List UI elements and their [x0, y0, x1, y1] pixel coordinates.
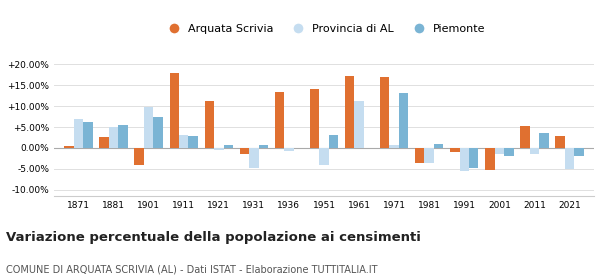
- Bar: [310, 89, 319, 148]
- Bar: [460, 148, 469, 171]
- Bar: [239, 148, 249, 154]
- Bar: [249, 148, 259, 168]
- Bar: [504, 148, 514, 156]
- Bar: [574, 148, 584, 156]
- Bar: [214, 148, 224, 150]
- Legend: Arquata Scrivia, Provincia di AL, Piemonte: Arquata Scrivia, Provincia di AL, Piemon…: [158, 20, 490, 38]
- Bar: [355, 101, 364, 148]
- Bar: [188, 136, 198, 148]
- Bar: [224, 145, 233, 148]
- Bar: [494, 148, 504, 154]
- Bar: [539, 133, 548, 148]
- Text: COMUNE DI ARQUATA SCRIVIA (AL) - Dati ISTAT - Elaborazione TUTTITALIA.IT: COMUNE DI ARQUATA SCRIVIA (AL) - Dati IS…: [6, 265, 377, 275]
- Bar: [74, 119, 83, 148]
- Bar: [389, 145, 399, 148]
- Bar: [275, 92, 284, 148]
- Bar: [170, 73, 179, 148]
- Bar: [144, 107, 154, 148]
- Bar: [424, 148, 434, 163]
- Bar: [520, 126, 530, 148]
- Bar: [450, 148, 460, 152]
- Bar: [469, 148, 478, 168]
- Bar: [100, 137, 109, 148]
- Bar: [565, 148, 574, 169]
- Bar: [154, 117, 163, 148]
- Bar: [118, 125, 128, 148]
- Bar: [345, 76, 355, 148]
- Bar: [434, 144, 443, 148]
- Bar: [64, 146, 74, 148]
- Bar: [179, 136, 188, 148]
- Bar: [83, 122, 93, 148]
- Bar: [399, 93, 409, 148]
- Bar: [415, 148, 424, 163]
- Bar: [329, 135, 338, 148]
- Bar: [205, 101, 214, 148]
- Bar: [485, 148, 494, 170]
- Text: Variazione percentuale della popolazione ai censimenti: Variazione percentuale della popolazione…: [6, 231, 421, 244]
- Bar: [555, 136, 565, 148]
- Bar: [319, 148, 329, 165]
- Bar: [134, 148, 144, 165]
- Bar: [259, 145, 268, 148]
- Bar: [530, 148, 539, 154]
- Bar: [284, 148, 293, 151]
- Bar: [109, 127, 118, 148]
- Bar: [380, 77, 389, 148]
